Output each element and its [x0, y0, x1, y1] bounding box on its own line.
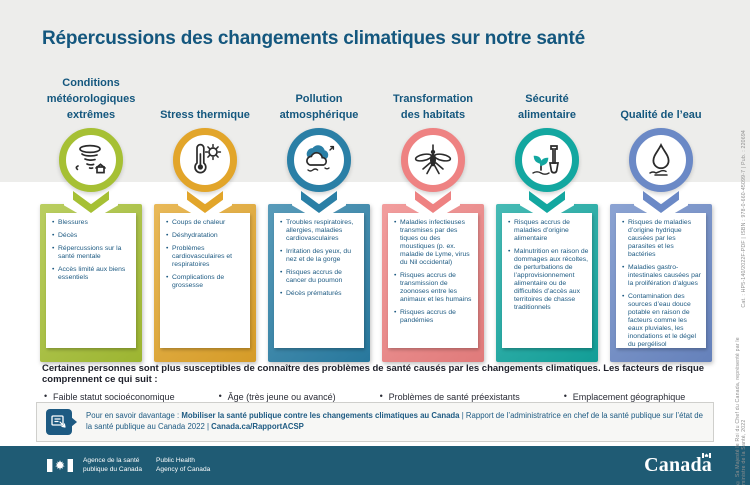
agency-signature: Agence de la santé publique du Canada Pu…: [47, 457, 224, 475]
report-link[interactable]: Canada.ca/RapportACSP: [211, 422, 304, 431]
page-title: Répercussions des changements climatique…: [42, 28, 585, 49]
impact-item: Risques accrus de transmission de zoonos…: [393, 272, 475, 304]
impact-item: Décès prématurés: [279, 290, 361, 298]
impact-list: Troubles respiratoires, allergies, malad…: [279, 219, 361, 298]
more-info-prefix: Pour en savoir davantage :: [86, 411, 182, 421]
impact-item: Problèmes cardiovasculaires et respirato…: [165, 245, 247, 269]
impact-item: Déshydratation: [165, 232, 247, 240]
impact-item: Risques de maladies d’origine hydrique c…: [621, 219, 703, 259]
separator: |: [459, 411, 466, 421]
header-background: [0, 0, 750, 182]
impact-box: Troubles respiratoires, allergies, malad…: [268, 191, 370, 362]
column-header: Qualité de l’eau: [620, 109, 702, 122]
column-air-pollution: Pollution atmosphérique Troubles respira…: [268, 62, 370, 362]
risk-factor-item: Emplacement géographique: [564, 391, 686, 402]
water-droplet-icon: [629, 128, 693, 192]
impact-box: Risques de maladies d’origine hydrique c…: [610, 191, 712, 362]
impact-list: Risques de maladies d’origine hydrique c…: [621, 219, 703, 348]
tornado-icon: [59, 128, 123, 192]
column-header: Sécurité alimentaire: [517, 93, 577, 122]
susceptibility-intro: Certaines personnes sont plus susceptibl…: [42, 363, 705, 385]
impact-item: Maladies infectieuses transmises par des…: [393, 219, 475, 267]
report-title: Mobiliser la santé publique contre les c…: [181, 411, 460, 421]
column-heat-stress: Stress thermique: [154, 62, 256, 362]
mosquito-icon: [401, 128, 465, 192]
risk-factor-item: Problèmes de santé préexistants: [380, 391, 520, 402]
column-extreme-weather: Conditions météorologiques extrêmes Bles…: [40, 62, 142, 362]
wordmark-flag-icon: [702, 453, 711, 458]
impact-item: Maladies gastro-intestinales causées par…: [621, 264, 703, 288]
more-info-bar: Pour en savoir davantage : Mobiliser la …: [36, 402, 714, 442]
impact-item: Troubles respiratoires, allergies, malad…: [279, 219, 361, 243]
impact-box: Blessures Décès Répercussions sur la santé…: [40, 191, 142, 362]
agency-name-en: Public Health Agency of Canada: [156, 456, 211, 473]
canada-wordmark: Canada: [644, 453, 712, 476]
report-icon: [46, 409, 77, 435]
impact-list: Risques accrus de maladies d’origine ali…: [507, 219, 589, 312]
impact-item: Irritation des yeux, du nez et de la gor…: [279, 248, 361, 264]
impact-item: Répercussions sur la santé mentale: [51, 245, 133, 261]
column-header: Stress thermique: [160, 109, 250, 122]
impact-item: Accès limité aux biens essentiels: [51, 266, 133, 282]
impact-item: Risques accrus de maladies d’origine ali…: [507, 219, 589, 243]
risk-factor-item: Âge (très jeune ou avancé): [219, 391, 336, 402]
column-habitat-transformation: Transformation des habitats Maladies inf…: [382, 62, 484, 362]
column-water-quality: Qualité de l’eau Risques de maladies d’o…: [610, 62, 712, 362]
impact-box: Coups de chaleur Déshydratation Problèmes …: [154, 191, 256, 362]
cloud-wind-icon: [287, 128, 351, 192]
catalog-number: Cat. : HP5-140/2022F-PDF | ISBN : 978-0-…: [741, 130, 747, 308]
impact-item: Coups de chaleur: [165, 219, 247, 227]
thermometer-sun-icon: [173, 128, 237, 192]
sprout-shovel-icon: [515, 128, 579, 192]
susceptibility-section: Certaines personnes sont plus susceptibl…: [42, 363, 710, 402]
impact-item: Contamination des sources d’eau douce po…: [621, 293, 703, 348]
canada-flag-icon: [47, 459, 73, 472]
impact-list: Blessures Décès Répercussions sur la santé…: [51, 219, 133, 282]
impact-columns: Conditions météorologiques extrêmes Bles…: [40, 62, 712, 362]
impact-item: Décès: [51, 232, 133, 240]
risk-factor-item: Faible statut socioéconomique: [44, 391, 175, 402]
report-subtitle: Rapport de l’administratrice en chef de …: [86, 411, 703, 431]
impact-box: Maladies infectieuses transmises par des…: [382, 191, 484, 362]
impact-list: Coups de chaleur Déshydratation Problèmes …: [165, 219, 247, 290]
government-footer-bar: Agence de la santé publique du Canada Pu…: [0, 446, 750, 485]
agency-name-fr: Agence de la santé publique du Canada: [83, 456, 143, 473]
impact-item: Malnutrition en raison de dommages aux r…: [507, 248, 589, 312]
column-header: Conditions météorologiques extrêmes: [46, 77, 136, 122]
more-info-text: Pour en savoir davantage : Mobiliser la …: [86, 411, 705, 433]
column-header: Pollution atmosphérique: [279, 93, 359, 122]
column-header: Transformation des habitats: [392, 93, 474, 122]
risk-factor-list: Faible statut socioéconomique Âge (très j…: [44, 391, 710, 402]
copyright-notice: © Sa Majesté le Roi du Chef du Canada, r…: [735, 337, 747, 485]
impact-item: Risques accrus de cancer du poumon: [279, 269, 361, 285]
impact-item: Complications de grossesse: [165, 274, 247, 290]
impact-box: Risques accrus de maladies d’origine ali…: [496, 191, 598, 362]
impact-item: Blessures: [51, 219, 133, 227]
impact-list: Maladies infectieuses transmises par des…: [393, 219, 475, 325]
column-food-security: Sécurité alimentaire Risques accrus de m…: [496, 62, 598, 362]
impact-item: Risques accrus de pandémies: [393, 309, 475, 325]
